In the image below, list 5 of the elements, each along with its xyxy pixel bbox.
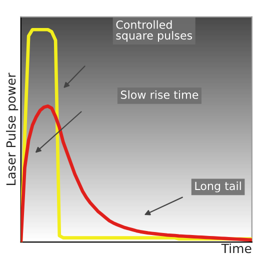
- x-axis-title: Time: [221, 243, 252, 254]
- annotation: Long tail: [195, 182, 241, 192]
- annotation: Controlled square pulses: [116, 20, 192, 42]
- annotation: Slow rise time: [120, 90, 198, 99]
- y-axis-title: Laser Pulse power: [6, 72, 18, 185]
